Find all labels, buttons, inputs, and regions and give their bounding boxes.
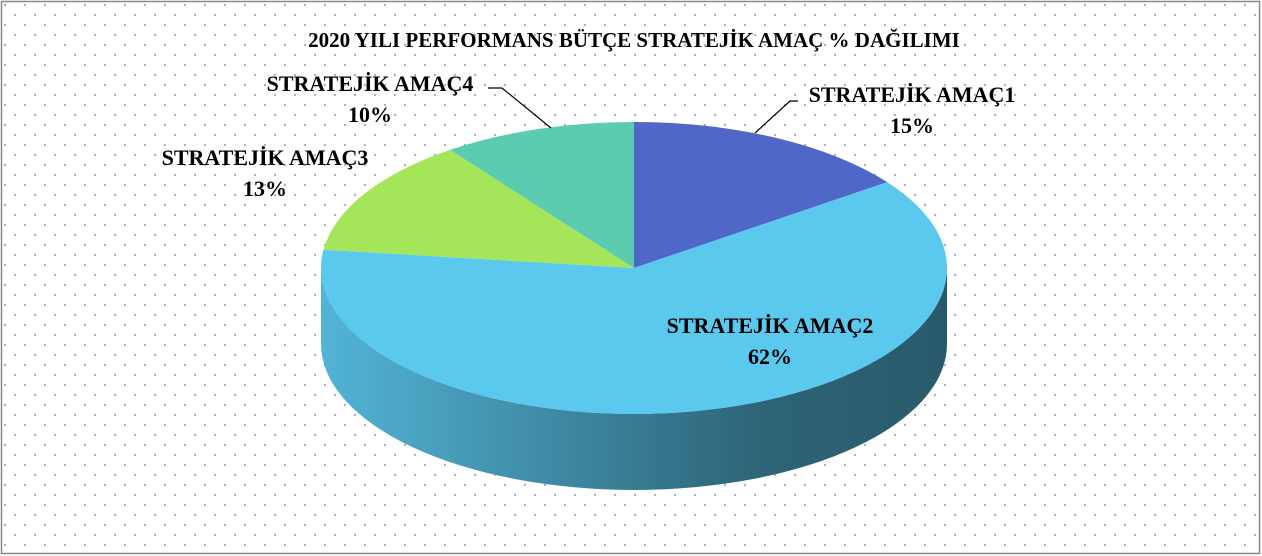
labels: STRATEJİK AMAÇ1 15% STRATEJİK AMAÇ2 62% STRA… — [162, 71, 1016, 369]
slice-value: 15% — [890, 113, 934, 138]
slice — [321, 182, 948, 415]
slice — [634, 122, 888, 268]
slice-value: 10% — [348, 102, 392, 127]
slice-label: STRATEJİK AMAÇ2 — [667, 313, 874, 338]
slice-label: STRATEJİK AMAÇ4 — [267, 71, 474, 96]
slice-value: 13% — [243, 176, 287, 201]
leader-line — [754, 100, 798, 134]
chart-title: 2020 YILI PERFORMANS BÜTÇE STRATEJİK AMA… — [308, 28, 960, 52]
leader-line — [488, 87, 552, 129]
slice — [323, 149, 634, 268]
slice — [450, 122, 634, 268]
slice-side-shade — [321, 268, 947, 490]
slice-label: STRATEJİK AMAÇ3 — [162, 145, 369, 170]
pie — [321, 122, 948, 490]
slice-value: 62% — [748, 344, 792, 369]
slice-label: STRATEJİK AMAÇ1 — [809, 82, 1016, 107]
